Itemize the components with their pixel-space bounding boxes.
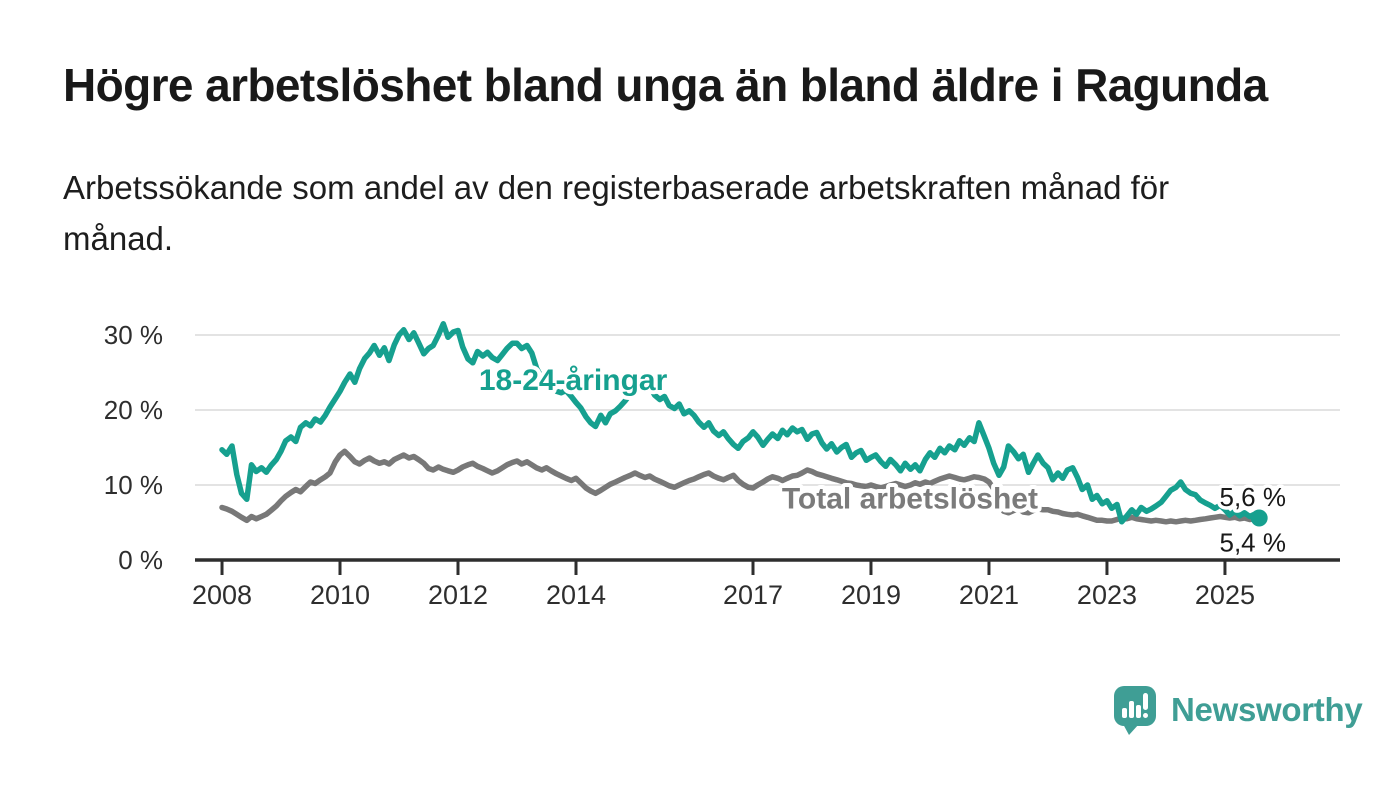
x-tick-label: 2019 (841, 580, 901, 610)
logo-exclamation-dot (1143, 713, 1148, 718)
series-end-value-label: 5,4 % (1220, 528, 1287, 558)
series-line-total (219, 448, 1262, 525)
series-label: 18-24-åringar (479, 364, 668, 397)
logo-exclamation-bar (1143, 693, 1148, 710)
y-tick-label: 10 % (104, 470, 163, 500)
newsworthy-logo-icon (1114, 686, 1156, 735)
brand-name: Newsworthy (1171, 691, 1363, 728)
x-tick-label: 2010 (310, 580, 370, 610)
logo-bar-medium (1136, 705, 1141, 718)
brand-footer: Newsworthy (1112, 684, 1363, 736)
series-end-value-label: 5,6 % (1220, 482, 1287, 512)
x-tick-label: 2012 (428, 580, 488, 610)
x-tick-label: 2023 (1077, 580, 1137, 610)
y-tick-label: 30 % (104, 320, 163, 350)
chart-subtitle: Arbetssökande som andel av den registerb… (63, 169, 1170, 258)
x-tick-label: 2017 (723, 580, 783, 610)
x-tick-label: 2008 (192, 580, 252, 610)
y-tick-label: 0 % (118, 545, 163, 575)
series-end-dot (1250, 509, 1268, 527)
x-tick-label: 2014 (546, 580, 606, 610)
page-title: Högre arbetslöshet bland unga än bland ä… (63, 59, 1268, 111)
x-tick-label: 2025 (1195, 580, 1255, 610)
logo-bar-tall (1129, 701, 1134, 718)
series-label: Total arbetslöshet (782, 482, 1038, 515)
logo-bar-small (1122, 708, 1127, 718)
x-tick-label: 2021 (959, 580, 1019, 610)
y-tick-label: 20 % (104, 395, 163, 425)
series-line-youth (219, 321, 1262, 525)
